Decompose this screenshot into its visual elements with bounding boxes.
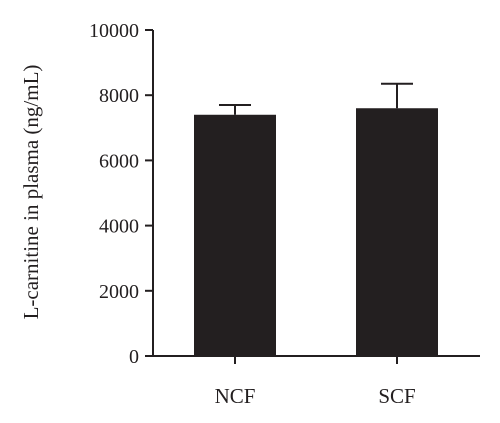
y-tick-label: 0 (129, 346, 139, 368)
y-axis-title: L-carnitine in plasma (ng/mL) (19, 65, 43, 320)
x-axis: NCF SCF (153, 355, 480, 408)
y-tick-label: 4000 (99, 216, 139, 238)
bars (194, 82, 438, 357)
bar-scf (356, 108, 438, 357)
x-tick-label-ncf: NCF (215, 384, 256, 408)
y-axis: 0 2000 4000 6000 8000 10000 (89, 20, 154, 368)
x-tick-label-scf: SCF (378, 384, 415, 408)
y-tick-label: 8000 (99, 85, 139, 107)
y-tick-label: 10000 (89, 20, 139, 42)
y-tick-label: 6000 (99, 150, 139, 172)
bar-ncf (194, 114, 276, 356)
y-tick-label: 2000 (99, 281, 139, 303)
